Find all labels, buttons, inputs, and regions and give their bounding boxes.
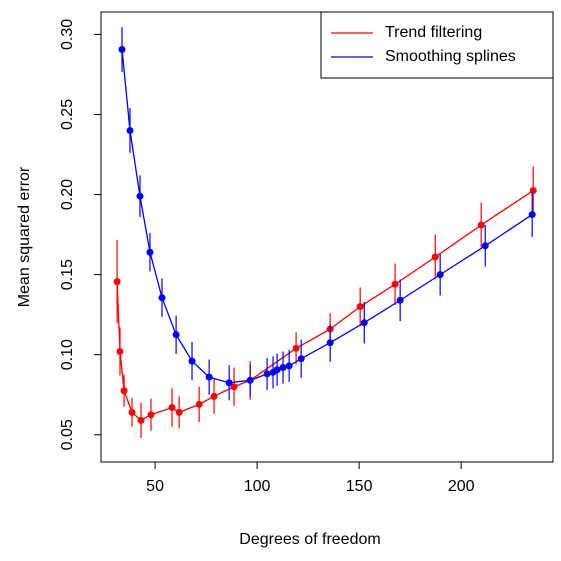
point <box>205 373 213 381</box>
point <box>326 339 334 347</box>
y-tick-label: 0.30 <box>59 19 76 50</box>
point <box>230 383 238 391</box>
point <box>136 192 144 200</box>
point <box>158 294 166 302</box>
point <box>188 357 196 365</box>
point <box>292 344 300 352</box>
point <box>477 221 485 229</box>
series-line <box>121 49 533 384</box>
y-tick-label: 0.15 <box>59 259 76 290</box>
point <box>120 387 128 395</box>
point <box>172 331 180 339</box>
x-axis-title: Degrees of freedom <box>239 531 380 548</box>
point <box>118 45 126 53</box>
point <box>360 319 368 327</box>
point <box>263 370 271 378</box>
point <box>195 400 203 408</box>
point <box>431 253 439 261</box>
point <box>128 408 136 416</box>
y-axis-title: Mean squared error <box>16 166 33 307</box>
y-tick-label: 0.20 <box>59 179 76 210</box>
point <box>529 187 537 195</box>
point <box>481 242 489 250</box>
point <box>175 408 183 416</box>
legend-box <box>320 11 554 79</box>
point <box>528 211 536 219</box>
point <box>210 392 218 400</box>
legend-label: Smoothing splines <box>385 48 516 65</box>
x-tick-label: 50 <box>146 478 164 495</box>
point <box>396 296 404 304</box>
point <box>225 379 233 387</box>
x-tick-label: 100 <box>244 478 271 495</box>
point <box>168 404 176 412</box>
point <box>279 364 287 372</box>
point <box>285 362 293 370</box>
point <box>356 303 364 311</box>
point <box>246 376 254 384</box>
y-tick-label: 0.25 <box>59 99 76 130</box>
point <box>273 366 281 374</box>
legend-label: Trend filtering <box>385 24 482 41</box>
point <box>126 127 134 135</box>
point <box>116 348 124 356</box>
y-tick-label: 0.05 <box>59 419 76 450</box>
point <box>436 271 444 279</box>
point <box>113 278 121 286</box>
point <box>146 248 154 256</box>
point <box>147 411 155 419</box>
point <box>391 280 399 288</box>
point <box>297 355 305 363</box>
x-tick-label: 200 <box>448 478 475 495</box>
point <box>137 416 145 424</box>
y-tick-label: 0.10 <box>59 339 76 370</box>
series-line <box>116 190 534 422</box>
x-tick-label: 150 <box>346 478 373 495</box>
